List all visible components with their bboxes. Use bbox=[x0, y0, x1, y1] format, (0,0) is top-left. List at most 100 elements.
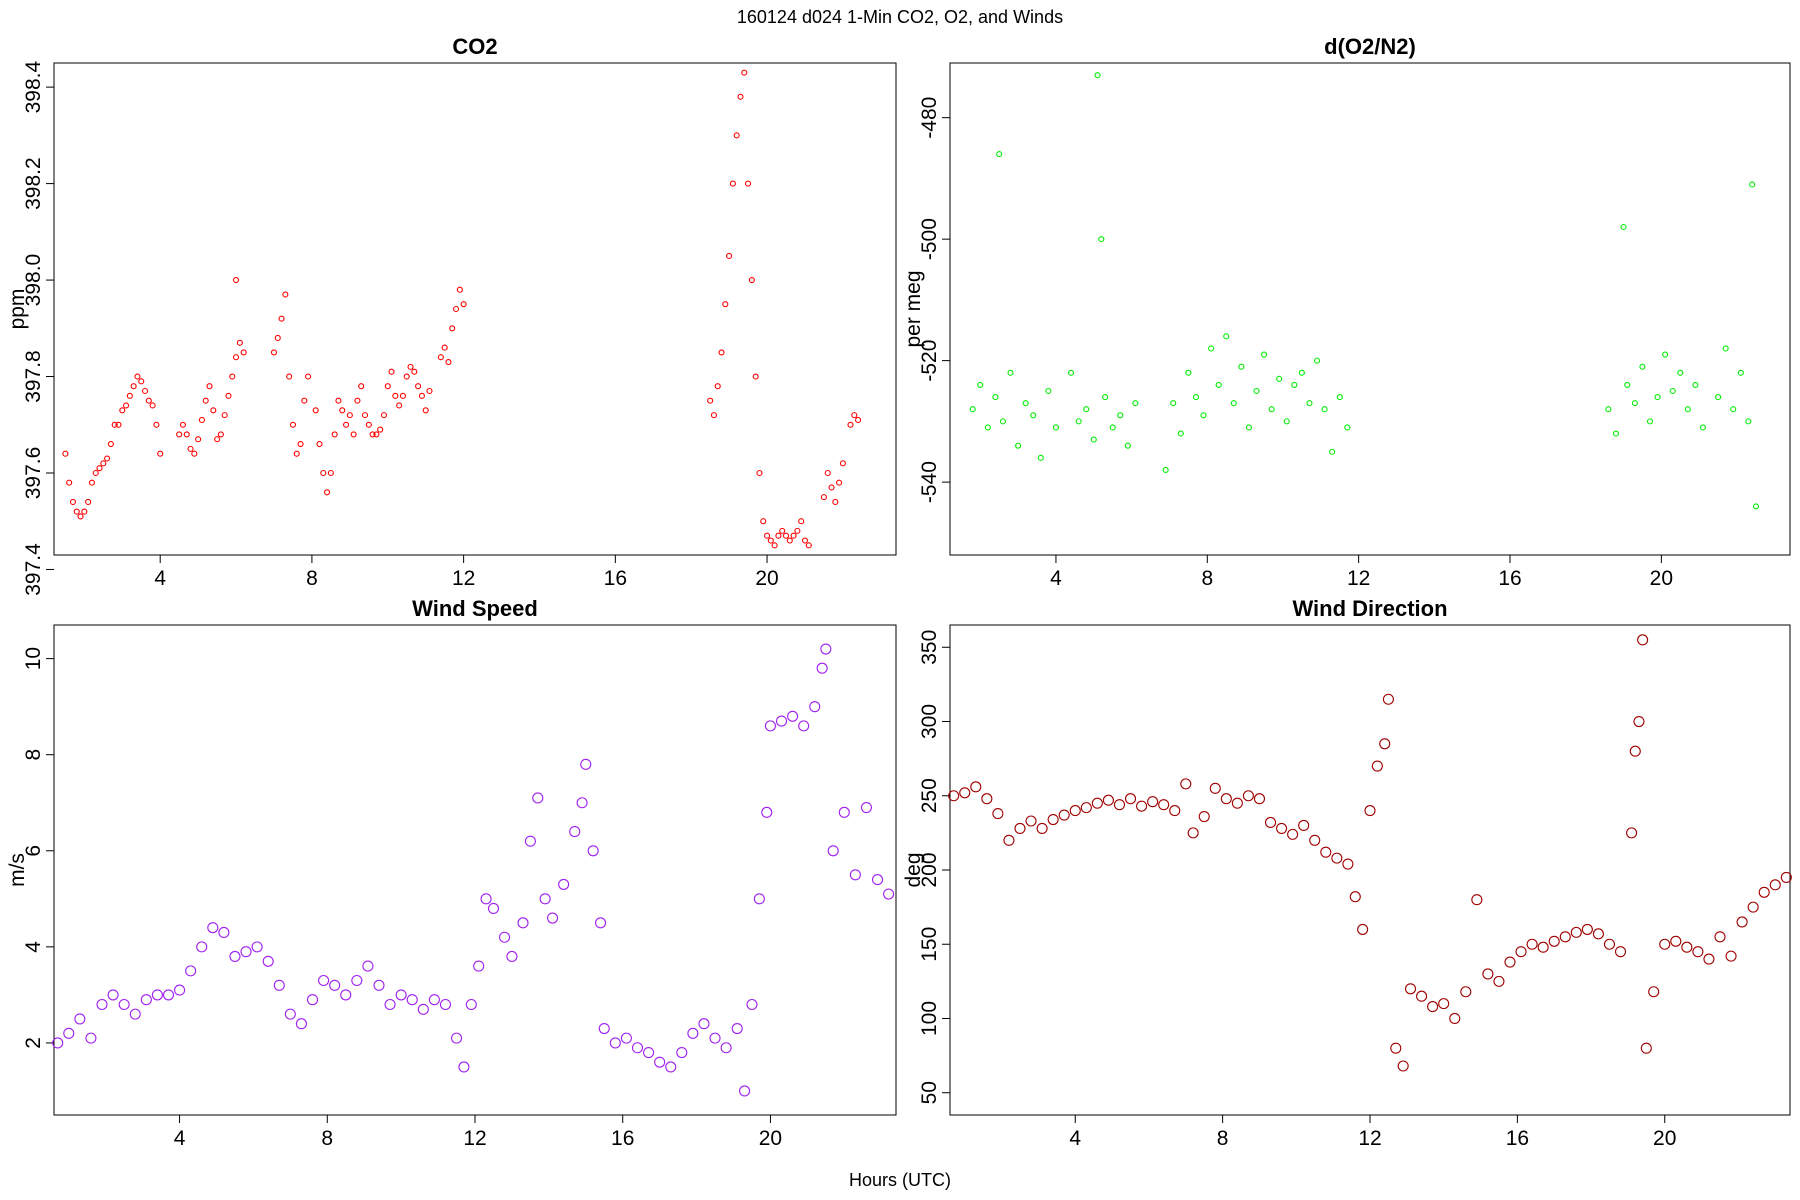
data-point bbox=[836, 479, 843, 486]
data-point bbox=[403, 373, 410, 380]
data-point bbox=[327, 469, 334, 477]
data-point bbox=[1185, 369, 1192, 376]
data-point bbox=[598, 1022, 610, 1035]
data-point bbox=[176, 431, 183, 438]
data-point bbox=[191, 450, 198, 457]
y-tick-label: 398.4 bbox=[22, 61, 45, 114]
data-point bbox=[229, 373, 236, 380]
panel-co2: CO2 ppm 4 8 12 16 20 397.4 397.6 397.8 398.0 398.2 3… bbox=[6, 34, 897, 596]
data-point bbox=[726, 252, 733, 259]
data-point bbox=[119, 407, 126, 414]
data-point bbox=[1631, 400, 1638, 407]
y-axis-label: per meg bbox=[902, 270, 925, 347]
plot-frame bbox=[53, 624, 897, 1116]
data-point bbox=[96, 998, 108, 1011]
data-point bbox=[1276, 375, 1283, 382]
data-point bbox=[746, 998, 758, 1011]
y-tick-label: 100 bbox=[918, 1001, 941, 1036]
data-point bbox=[384, 998, 396, 1011]
data-point bbox=[320, 469, 327, 477]
data-point bbox=[883, 888, 895, 900]
x-tick-label: 12 bbox=[1347, 567, 1370, 590]
data-point bbox=[445, 359, 452, 366]
data-point bbox=[380, 412, 388, 419]
x-tick-label: 20 bbox=[1653, 1127, 1676, 1150]
data-point bbox=[631, 1042, 644, 1054]
data-point bbox=[1245, 424, 1252, 431]
data-point bbox=[782, 532, 790, 539]
data-point bbox=[524, 835, 536, 847]
panel-wind-direction: Wind Direction deg 4 8 12 16 20 50 100 150 200 250 3… bbox=[902, 596, 1792, 1150]
x-axis-label: Hours (UTC) bbox=[849, 1170, 951, 1190]
data-point bbox=[151, 989, 163, 1001]
data-point bbox=[506, 950, 518, 963]
data-point bbox=[202, 397, 209, 404]
data-point bbox=[775, 532, 782, 539]
data-point bbox=[733, 132, 740, 139]
data-point bbox=[1102, 794, 1114, 806]
data-point bbox=[388, 368, 395, 375]
y-tick-label: 397.8 bbox=[22, 350, 45, 403]
data-point bbox=[452, 305, 460, 313]
data-point bbox=[1730, 406, 1737, 413]
data-point bbox=[384, 383, 391, 390]
y-tick-label: 397.4 bbox=[22, 543, 45, 596]
data-point bbox=[1276, 822, 1288, 834]
data-point bbox=[771, 542, 778, 549]
data-point bbox=[1220, 793, 1232, 805]
data-point bbox=[369, 431, 376, 438]
data-point bbox=[1291, 381, 1298, 388]
data-point bbox=[130, 383, 137, 390]
x-tick-label: 4 bbox=[154, 567, 166, 590]
data-point bbox=[118, 998, 130, 1011]
data-point bbox=[437, 354, 444, 361]
data-point bbox=[1581, 923, 1593, 935]
data-point bbox=[107, 441, 114, 448]
data-point bbox=[1493, 975, 1505, 987]
data-point bbox=[306, 994, 319, 1006]
data-point bbox=[458, 1061, 470, 1073]
data-point bbox=[274, 334, 281, 341]
data-point bbox=[210, 407, 217, 414]
data-point bbox=[346, 412, 353, 419]
data-point bbox=[351, 974, 363, 987]
data-point bbox=[860, 801, 873, 814]
data-point bbox=[240, 946, 252, 958]
data-point bbox=[779, 527, 786, 534]
data-point bbox=[480, 893, 492, 905]
data-point bbox=[240, 349, 247, 356]
data-point bbox=[558, 878, 570, 890]
data-point bbox=[162, 989, 175, 1001]
data-point bbox=[1416, 990, 1428, 1002]
data-point bbox=[1047, 813, 1059, 826]
data-point bbox=[316, 441, 323, 448]
data-point bbox=[460, 301, 467, 308]
data-point bbox=[1170, 400, 1177, 407]
data-point bbox=[760, 518, 767, 525]
x-tick-label: 20 bbox=[1650, 567, 1673, 590]
data-point bbox=[1736, 916, 1748, 928]
data-point bbox=[1559, 931, 1571, 943]
data-point bbox=[1117, 412, 1124, 419]
data-point bbox=[1515, 946, 1527, 958]
data-point bbox=[1633, 715, 1645, 728]
data-point bbox=[1471, 894, 1483, 906]
data-point bbox=[1080, 802, 1092, 814]
data-point bbox=[1036, 822, 1048, 834]
figure-title: 160124 d024 1-Min CO2, O2, and Winds bbox=[737, 7, 1063, 27]
data-point bbox=[767, 537, 774, 544]
data-point bbox=[547, 912, 559, 924]
data-point bbox=[816, 662, 828, 674]
data-point bbox=[1331, 852, 1343, 864]
data-point bbox=[1298, 819, 1310, 832]
data-point bbox=[851, 412, 858, 419]
data-point bbox=[100, 460, 107, 467]
data-point bbox=[1637, 634, 1649, 646]
data-point bbox=[331, 431, 338, 438]
x-tick-label: 4 bbox=[1050, 567, 1062, 590]
data-point bbox=[52, 1037, 64, 1049]
panel-title: d(O2/N2) bbox=[1324, 34, 1416, 59]
data-point bbox=[278, 315, 285, 322]
data-point bbox=[805, 542, 812, 549]
